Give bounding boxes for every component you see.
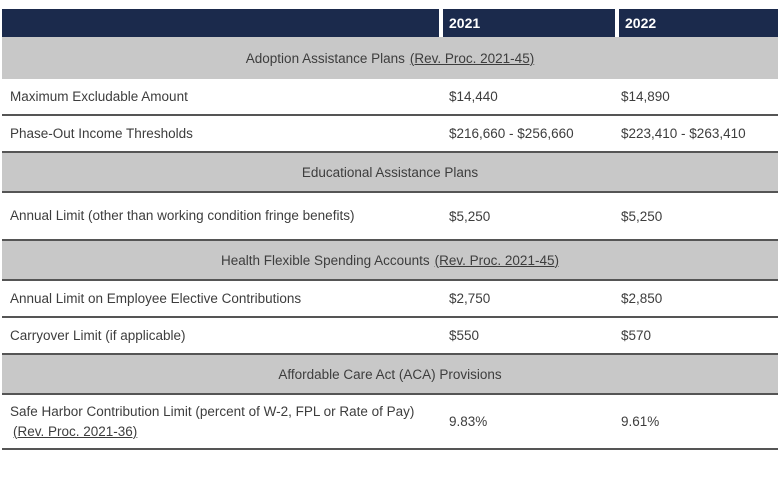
value-2021: $216,660 - $256,660	[449, 126, 574, 141]
table-row-safe-harbor: Safe Harbor Contribution Limit (percent …	[2, 395, 778, 450]
rev-proc-2021-45-link[interactable]: (Rev. Proc. 2021-45)	[434, 252, 559, 268]
rev-proc-2021-36-link[interactable]: (Rev. Proc. 2021-36)	[13, 423, 138, 439]
table-row-max-excludable: Maximum Excludable Amount $14,440 $14,89…	[2, 79, 778, 116]
section-band-educational-assistance: Educational Assistance Plans	[2, 153, 778, 193]
value-2022: $570	[621, 328, 652, 343]
row-label: Phase-Out Income Thresholds	[10, 125, 193, 141]
section-title: Health Flexible Spending Accounts	[221, 252, 430, 268]
value-2021: $550	[449, 328, 480, 343]
value-2022: $2,850	[621, 291, 663, 306]
section-title: Educational Assistance Plans	[301, 164, 479, 180]
table-row-carryover-limit: Carryover Limit (if applicable) $550 $57…	[2, 318, 778, 355]
header-year-2021: 2021	[443, 9, 615, 37]
table-row-elective-contributions: Annual Limit on Employee Elective Contri…	[2, 281, 778, 318]
benefit-limits-table: 2021 2022 Adoption Assistance Plans (Rev…	[2, 9, 778, 450]
header-empty-cell	[2, 9, 439, 37]
value-2021: 9.83%	[449, 414, 488, 429]
value-2021: $2,750	[449, 291, 491, 306]
rev-proc-2021-45-link[interactable]: (Rev. Proc. 2021-45)	[409, 50, 535, 66]
section-band-aca-provisions: Affordable Care Act (ACA) Provisions	[2, 355, 778, 395]
value-2022: 9.61%	[621, 414, 660, 429]
table-header-row: 2021 2022	[2, 9, 778, 37]
table-row-phase-out: Phase-Out Income Thresholds $216,660 - $…	[2, 116, 778, 153]
value-2021: $5,250	[449, 208, 491, 224]
row-label: Annual Limit on Employee Elective Contri…	[10, 290, 302, 306]
value-2021: $14,440	[449, 89, 498, 104]
row-label-text: Safe Harbor Contribution Limit (percent …	[10, 403, 415, 419]
row-label: Carryover Limit (if applicable)	[10, 327, 186, 343]
value-2022: $14,890	[621, 89, 670, 104]
section-title: Adoption Assistance Plans	[245, 50, 405, 66]
row-label: Annual Limit (other than working conditi…	[10, 208, 355, 224]
value-2022: $223,410 - $263,410	[621, 126, 746, 141]
value-2022: $5,250	[621, 208, 663, 224]
section-band-adoption-assistance: Adoption Assistance Plans (Rev. Proc. 20…	[2, 37, 778, 79]
row-label: Safe Harbor Contribution Limit (percent …	[2, 402, 443, 441]
section-band-health-fsa: Health Flexible Spending Accounts (Rev. …	[2, 241, 778, 281]
page: 2021 2022 Adoption Assistance Plans (Rev…	[0, 9, 780, 481]
section-title: Affordable Care Act (ACA) Provisions	[278, 366, 502, 382]
header-year-2022: 2022	[619, 9, 778, 37]
row-label: Maximum Excludable Amount	[10, 88, 188, 104]
table-row-annual-limit-fringe: Annual Limit (other than working conditi…	[2, 193, 778, 241]
